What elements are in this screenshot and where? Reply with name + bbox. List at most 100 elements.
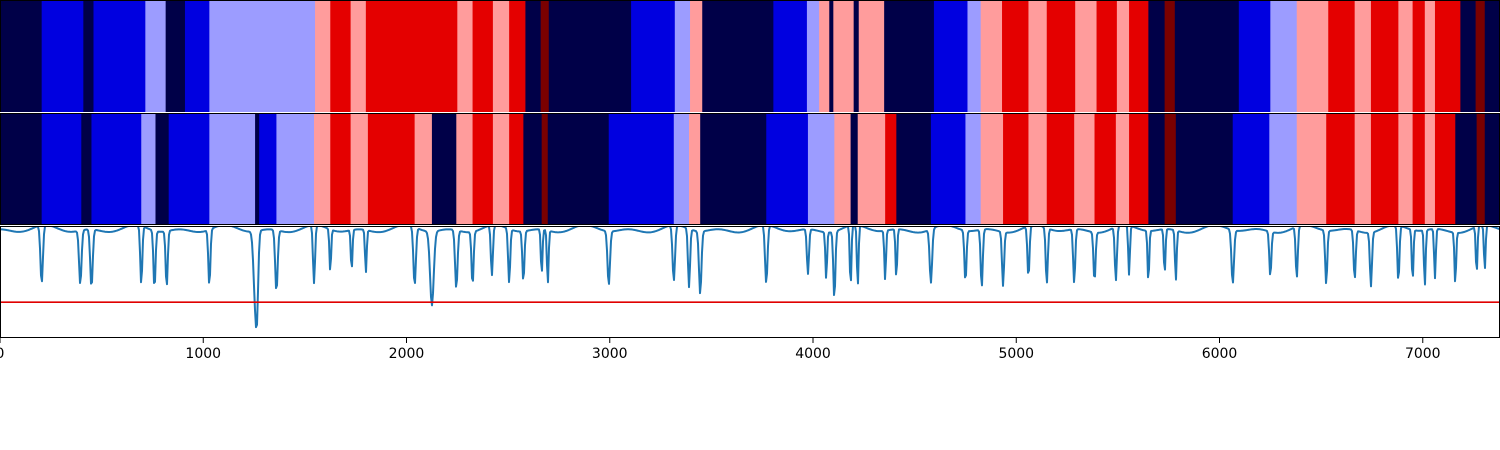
row-1-segment-30 — [884, 0, 935, 112]
row-2-segment-13 — [350, 113, 369, 225]
row-2-segment-3 — [91, 113, 142, 225]
row-2-segment-56 — [1424, 113, 1436, 225]
row-1-segment-4 — [145, 0, 167, 112]
row-2-segment-23 — [547, 113, 610, 225]
row-2-segment-33 — [885, 113, 897, 225]
row-1-segment-52 — [1424, 0, 1436, 112]
row-1-segment-11 — [365, 0, 458, 112]
row-2-segment-19 — [492, 113, 510, 225]
row-2-segment-2 — [81, 113, 92, 225]
row-1-segment-25 — [819, 0, 830, 112]
row-1-segment-6 — [184, 0, 210, 112]
row-2-segment-26 — [689, 113, 701, 225]
row-2-segment-7 — [209, 113, 256, 225]
x-tick-label-3000: 3000 — [592, 346, 628, 362]
row-1-segment-56 — [1484, 0, 1500, 112]
row-1-segment-31 — [933, 0, 968, 112]
row-2-segment-40 — [1046, 113, 1075, 225]
row-2-segment-25 — [673, 113, 690, 225]
heatmap-row-1 — [0, 0, 1500, 112]
row-2-segment-36 — [965, 113, 982, 225]
row-2-segment-44 — [1129, 113, 1149, 225]
row-1-segment-15 — [509, 0, 526, 112]
row-2-segment-32 — [857, 113, 886, 225]
row-2-segment-18 — [472, 113, 494, 225]
row-1-segment-13 — [472, 0, 494, 112]
row-2-segment-9 — [259, 113, 277, 225]
row-1-segment-48 — [1354, 0, 1372, 112]
row-1-segment-17 — [540, 0, 550, 112]
row-2-segment-28 — [766, 113, 809, 225]
row-2-segment-59 — [1476, 113, 1486, 225]
row-2-segment-29 — [807, 113, 835, 225]
row-1-segment-18 — [548, 0, 632, 112]
row-1-segment-20 — [674, 0, 691, 112]
row-2-segment-46 — [1164, 113, 1177, 225]
row-1-segment-51 — [1412, 0, 1426, 112]
row-2-segment-10 — [276, 113, 315, 225]
x-tick-label-7000: 7000 — [1405, 346, 1441, 362]
row-2-segment-30 — [834, 113, 852, 225]
row-2-segment-16 — [431, 113, 457, 225]
row-1-segment-14 — [492, 0, 510, 112]
row-2-segment-20 — [509, 113, 524, 225]
row-2-segment-54 — [1398, 113, 1413, 225]
x-tick-label-4000: 4000 — [795, 346, 831, 362]
row-2-segment-5 — [155, 113, 170, 225]
row-1-segment-28 — [853, 0, 860, 112]
row-1-segment-8 — [315, 0, 331, 112]
row-2-segment-42 — [1094, 113, 1117, 225]
row-1-segment-38 — [1096, 0, 1118, 112]
x-axis: 0 1000 2000 3000 4000 5000 6000 7000 — [0, 338, 1441, 362]
row-1-segment-12 — [457, 0, 473, 112]
row-1-segment-47 — [1328, 0, 1356, 112]
row-1-segment-21 — [690, 0, 703, 112]
row-1-segment-40 — [1129, 0, 1149, 112]
row-1-segment-54 — [1460, 0, 1477, 112]
row-2-segment-49 — [1269, 113, 1298, 225]
row-2-segment-52 — [1354, 113, 1372, 225]
row-2-segment-34 — [896, 113, 932, 225]
row-2-segment-27 — [700, 113, 767, 225]
row-1-segment-3 — [93, 0, 146, 112]
x-tick-label-1000: 1000 — [185, 346, 221, 362]
row-2-segment-58 — [1455, 113, 1478, 225]
row-1-segment-36 — [1046, 0, 1076, 112]
row-1-segment-53 — [1434, 0, 1461, 112]
row-2-segment-48 — [1232, 113, 1270, 225]
row-1-segment-26 — [829, 0, 834, 112]
row-1-segment-46 — [1296, 0, 1329, 112]
row-2-segment-6 — [168, 113, 210, 225]
row-1-segment-42 — [1164, 0, 1176, 112]
row-1-segment-55 — [1475, 0, 1486, 112]
row-1-segment-43 — [1174, 0, 1240, 112]
x-tick-label-2000: 2000 — [389, 346, 425, 362]
row-1-segment-50 — [1398, 0, 1413, 112]
series-line — [0, 225, 1500, 329]
row-2-segment-17 — [456, 113, 473, 225]
row-2-segment-1 — [41, 113, 82, 225]
row-2-segment-14 — [367, 113, 416, 225]
row-2-segment-43 — [1115, 113, 1130, 225]
row-1-segment-10 — [350, 0, 367, 112]
row-2-segment-4 — [141, 113, 156, 225]
row-2-segment-15 — [414, 113, 433, 225]
row-2-segment-37 — [980, 113, 1004, 225]
row-2-segment-35 — [930, 113, 966, 225]
row-1-segment-34 — [1002, 0, 1029, 112]
row-2-segment-53 — [1370, 113, 1399, 225]
row-1-segment-9 — [330, 0, 352, 112]
row-2-segment-50 — [1296, 113, 1327, 225]
row-1-segment-39 — [1116, 0, 1130, 112]
row-1-segment-37 — [1075, 0, 1097, 112]
x-tick-label-0: 0 — [0, 346, 4, 362]
row-1-segment-19 — [631, 0, 676, 112]
row-1-segment-16 — [525, 0, 542, 112]
row-2-segment-47 — [1175, 113, 1234, 225]
line-panel-background — [0, 225, 1500, 338]
row-1-segment-41 — [1148, 0, 1166, 112]
row-2-segment-31 — [850, 113, 859, 225]
row-2-segment-38 — [1003, 113, 1029, 225]
row-2-segment-60 — [1484, 113, 1500, 225]
